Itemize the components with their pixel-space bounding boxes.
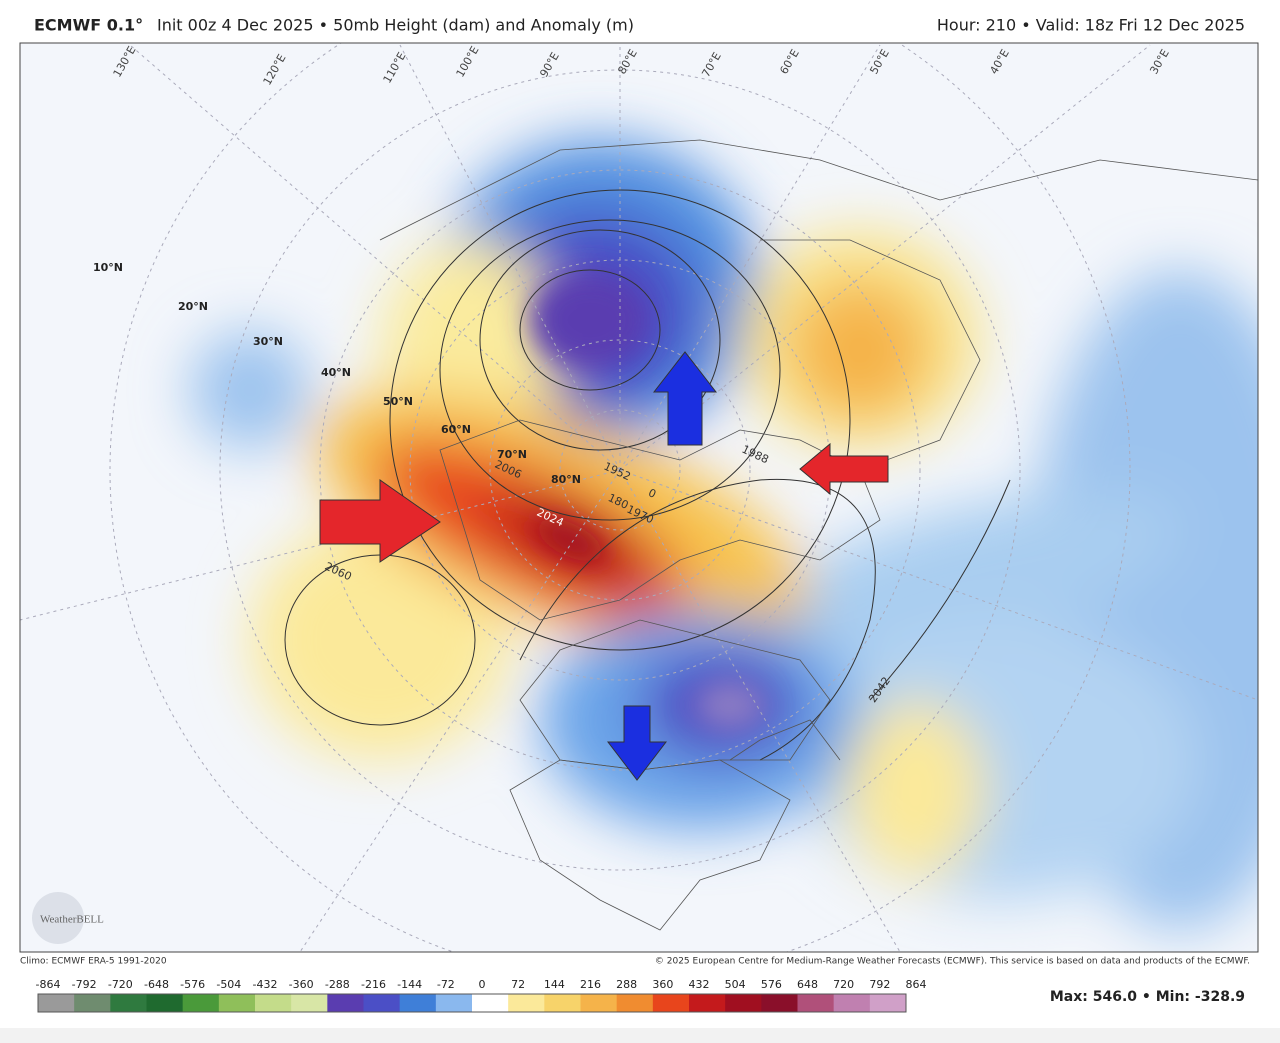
colorbar-segment [399, 994, 437, 1012]
valid-time: Hour: 210 • Valid: 18z Fri 12 Dec 2025 [937, 16, 1245, 35]
colorbar-label: -432 [253, 978, 278, 991]
colorbar-label: -504 [216, 978, 241, 991]
latitude-label: 80°N [551, 473, 581, 486]
model-name: ECMWF 0.1° [34, 16, 143, 35]
copyright: © 2025 European Centre for Medium-Range … [655, 957, 1250, 967]
map-frame [19, 42, 1259, 953]
colorbar-segment [182, 994, 220, 1012]
colorbar-label: -288 [325, 978, 350, 991]
climo-note: Climo: ECMWF ERA-5 1991-2020 [20, 957, 167, 967]
colorbar-segment [110, 994, 147, 1012]
colorbar-segment [544, 994, 581, 1012]
colorbar-segment [218, 994, 256, 1012]
colorbar-label: 864 [906, 978, 927, 991]
bottom-strip [0, 1028, 1280, 1043]
latitude-label: 30°N [253, 335, 283, 348]
anomaly-field [190, 140, 1258, 930]
colorbar-label: 792 [869, 978, 890, 991]
latitude-label: 70°N [497, 448, 527, 461]
colorbar-segment [616, 994, 654, 1012]
colorbar-label: 288 [616, 978, 637, 991]
colorbar-segment [797, 994, 835, 1012]
colorbar-segment [327, 994, 364, 1012]
colorbar-label: 0 [479, 978, 486, 991]
colorbar-segment [833, 994, 871, 1012]
colorbar-label: -576 [180, 978, 205, 991]
colorbar-label: -216 [361, 978, 386, 991]
colorbar-segment [74, 994, 111, 1012]
max-min: Max: 546.0 • Min: -328.9 [1050, 989, 1245, 1005]
latitude-label: 20°N [178, 300, 208, 313]
map-title: Init 00z 4 Dec 2025 • 50mb Height (dam) … [157, 16, 634, 35]
colorbar-segment [363, 994, 401, 1012]
colorbar-segment [725, 994, 762, 1012]
latitude-label: 50°N [383, 395, 413, 408]
red-arrow [799, 442, 889, 496]
colorbar-label: 648 [797, 978, 818, 991]
logo-mark [32, 892, 84, 944]
colorbar-segment [472, 994, 509, 1012]
colorbar-label: -144 [397, 978, 422, 991]
latitude-label: 40°N [321, 366, 351, 379]
colorbar-label: -360 [289, 978, 314, 991]
colorbar-segment [435, 994, 473, 1012]
colorbar-label: 576 [761, 978, 782, 991]
colorbar-label: 144 [544, 978, 565, 991]
colorbar-label: -864 [36, 978, 61, 991]
colorbar-label: 504 [725, 978, 746, 991]
colorbar-label: -792 [72, 978, 97, 991]
height-contours [284, 189, 1011, 761]
colorbar-segment [291, 994, 328, 1012]
colorbar-segment [508, 994, 545, 1012]
colorbar-segment [255, 994, 292, 1012]
colorbar-label: -648 [144, 978, 169, 991]
latitude-label: 60°N [441, 423, 471, 436]
land-outlines [379, 139, 1258, 931]
colorbar-segment [652, 994, 690, 1012]
blue-arrow [652, 351, 718, 446]
colorbar-label: -72 [437, 978, 455, 991]
blue-arrow [606, 705, 668, 781]
colorbar-segment [761, 994, 798, 1012]
colorbar-segment [38, 994, 75, 1012]
colorbar-label: -720 [108, 978, 133, 991]
colorbar-label: 432 [689, 978, 710, 991]
colorbar: -864 -792 -720 -648 -576 -504 -432 -360 -288 -216… [36, 978, 927, 1013]
colorbar-segment [869, 994, 907, 1012]
colorbar-segment [146, 994, 184, 1012]
contour-label: 0 [646, 486, 658, 501]
colorbar-segment [689, 994, 726, 1012]
colorbar-segment [580, 994, 618, 1012]
colorbar-label: 360 [652, 978, 673, 991]
latitude-label: 10°N [93, 261, 123, 274]
colorbar-label: 72 [511, 978, 525, 991]
colorbar-label: 216 [580, 978, 601, 991]
colorbar-frame [37, 993, 907, 1013]
colorbar-label: 720 [833, 978, 854, 991]
logo: WeatherBELL [40, 914, 104, 926]
red-arrow [319, 479, 441, 563]
